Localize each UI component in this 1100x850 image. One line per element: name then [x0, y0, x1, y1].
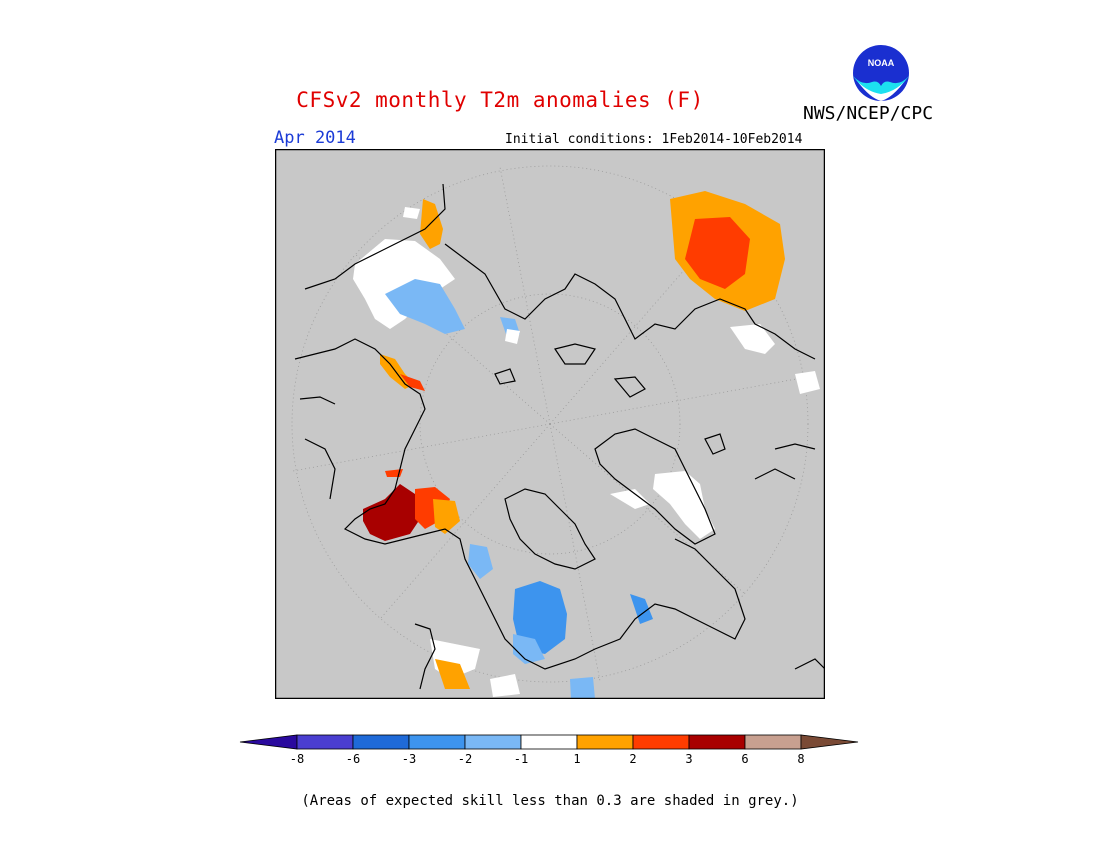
colorbar-tick-label: 1: [573, 752, 581, 766]
anomaly-darkred-alaska: [363, 484, 420, 541]
colorbar-swatch: [632, 734, 690, 750]
anomaly-white-greenland-east: [610, 489, 650, 509]
skill-note: (Areas of expected skill less than 0.3 a…: [301, 793, 799, 809]
colorbar-arrow-low: [239, 734, 298, 750]
anomaly-lightblue-canada: [513, 634, 545, 664]
colorbar-tick-label: -6: [345, 752, 361, 766]
forecast-month: Apr 2014: [274, 128, 356, 148]
initial-conditions: Initial conditions: 1Feb2014-10Feb2014: [505, 132, 803, 147]
colorbar-tick-label: -1: [513, 752, 529, 766]
colorbar-swatch: [296, 734, 354, 750]
graticule: [291, 165, 809, 683]
coastlines: [294, 183, 825, 690]
anomaly-red-europe: [685, 217, 750, 289]
anomaly-orange-us-sw: [435, 659, 470, 689]
anomaly-white-iceland: [795, 371, 820, 394]
colorbar: [239, 734, 859, 750]
agency-label: NWS/NCEP/CPC: [803, 103, 934, 124]
anomaly-white-siberia: [353, 239, 455, 329]
noaa-logo: NOAA: [851, 43, 911, 103]
colorbar-swatch: [464, 734, 522, 750]
anomaly-white-us-central: [490, 674, 520, 697]
colorbar-arrow-high: [800, 734, 859, 750]
anomaly-white-fragment-1: [403, 207, 420, 219]
anomaly-shading: [353, 191, 820, 699]
anomaly-red-kamchatka: [400, 374, 425, 391]
anomaly-white-greenland: [653, 471, 715, 539]
colorbar-swatch: [408, 734, 466, 750]
polar-map: [275, 149, 825, 699]
anomaly-blue-canada: [513, 581, 567, 654]
colorbar-swatch: [744, 734, 802, 750]
colorbar-tick-label: -2: [457, 752, 473, 766]
anomaly-white-fragment-2: [505, 329, 520, 344]
anomaly-lightblue-hudson: [570, 677, 595, 699]
anomaly-lightblue-siberia: [385, 279, 465, 334]
map-frame: [275, 149, 825, 699]
colorbar-tick-label: 3: [685, 752, 693, 766]
colorbar-tick-label: 6: [741, 752, 749, 766]
colorbar-tick-label: 2: [629, 752, 637, 766]
colorbar-swatch: [520, 734, 578, 750]
anomaly-lightblue-yukon: [468, 544, 493, 579]
anomaly-lightblue-quebec: [630, 594, 653, 624]
colorbar-tick-label: -3: [401, 752, 417, 766]
anomaly-orange-alaska: [433, 499, 460, 534]
colorbar-swatch: [352, 734, 410, 750]
colorbar-swatch: [688, 734, 746, 750]
map-title: CFSv2 monthly T2m anomalies (F): [296, 88, 704, 112]
anomaly-orange-siberia-north: [420, 199, 443, 249]
colorbar-tick-label: 8: [797, 752, 805, 766]
colorbar-tick-label: -8: [289, 752, 305, 766]
colorbar-swatch: [576, 734, 634, 750]
anomaly-white-scandinavia: [730, 324, 775, 354]
logo-text: NOAA: [868, 58, 895, 68]
